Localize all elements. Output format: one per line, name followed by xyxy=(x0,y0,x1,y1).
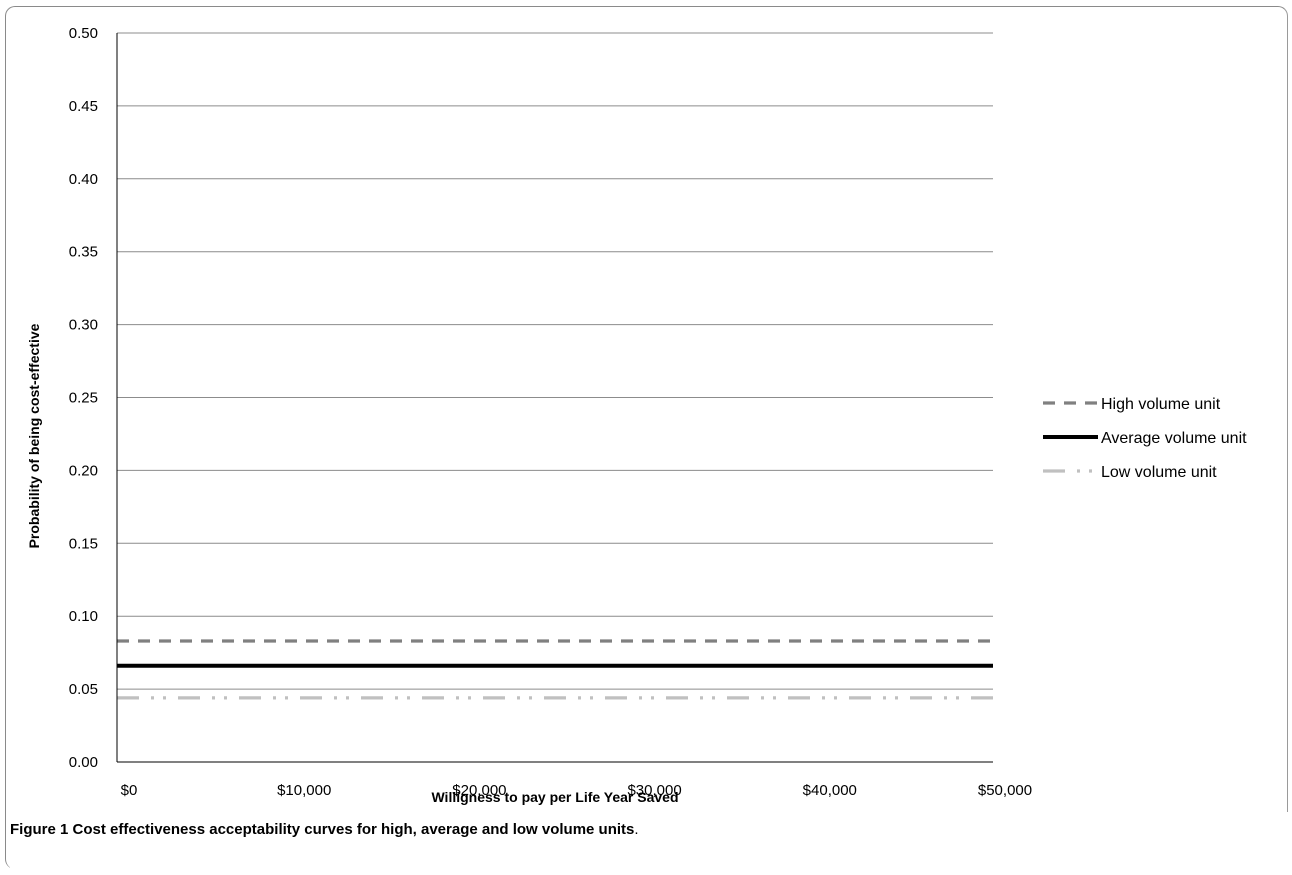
y-tick-label: 0.25 xyxy=(69,390,98,407)
x-tick-label: $0 xyxy=(121,782,138,799)
legend-label-0: High volume unit xyxy=(1101,396,1221,413)
grid-lines xyxy=(117,32,993,690)
x-tick-label: $30,000 xyxy=(627,782,681,799)
y-tick-label: 0.05 xyxy=(69,681,98,698)
legend-label-1: Average volume unit xyxy=(1101,430,1247,447)
x-axis-title: Willigness to pay per Life Year Saved xyxy=(431,789,678,805)
y-tick-label: 0.20 xyxy=(69,462,98,479)
y-tick-label: 0.00 xyxy=(69,754,98,771)
figure-caption: Figure 1 Cost effectiveness acceptabilit… xyxy=(10,821,639,838)
caption-end: . xyxy=(634,821,639,838)
y-tick-label: 0.50 xyxy=(69,25,98,42)
caption-text: Cost effectiveness acceptability curves … xyxy=(72,821,635,838)
y-tick-label: 0.45 xyxy=(69,98,98,115)
x-tick-label: $50,000 xyxy=(978,782,1032,799)
y-tick-label: 0.40 xyxy=(69,171,98,188)
y-axis-title: Probability of being cost-effective xyxy=(26,323,42,548)
legend: High volume unit Average volume unit Low v… xyxy=(1043,396,1247,481)
caption-label: Figure 1 xyxy=(10,821,69,838)
x-tick-labels: $0 $10,000 $20,000 $30,000 $40,000 $50,000 xyxy=(121,782,1032,799)
axes xyxy=(116,33,993,763)
y-tick-label: 0.10 xyxy=(69,608,98,625)
chart: 0.00 0.05 0.10 0.15 0.20 0.25 0.30 0.35 0.40 0.45… xyxy=(26,25,1247,805)
legend-label-2: Low volume unit xyxy=(1101,464,1217,481)
y-tick-label: 0.15 xyxy=(69,535,98,552)
x-tick-label: $40,000 xyxy=(803,782,857,799)
series-lines xyxy=(117,639,993,700)
y-tick-label: 0.35 xyxy=(69,244,98,261)
y-tick-labels: 0.00 0.05 0.10 0.15 0.20 0.25 0.30 0.35 0.40 0.45… xyxy=(69,25,98,771)
y-tick-label: 0.30 xyxy=(69,317,98,334)
x-tick-label: $10,000 xyxy=(277,782,331,799)
figure-frame xyxy=(5,6,1288,869)
x-tick-label: $20,000 xyxy=(452,782,506,799)
